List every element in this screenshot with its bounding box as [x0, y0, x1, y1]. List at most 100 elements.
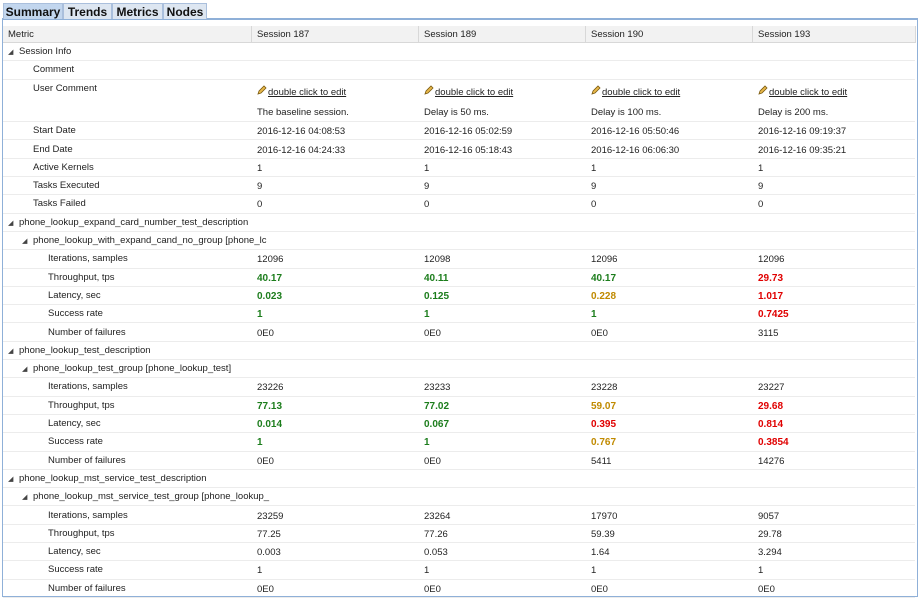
- cell-value: 23228: [591, 382, 618, 394]
- cell-value: 1: [424, 162, 430, 174]
- group-title: Session Info: [19, 46, 72, 57]
- pencil-icon: [591, 85, 601, 95]
- row-label: Latency, sec: [48, 546, 101, 558]
- expand-toggle[interactable]: ◢: [22, 366, 28, 374]
- table-row: [3, 287, 915, 306]
- expand-toggle[interactable]: ◢: [8, 219, 14, 227]
- table-row: [3, 159, 915, 178]
- table-row: [3, 195, 915, 214]
- row-label: Latency, sec: [48, 289, 101, 301]
- table-row: [3, 397, 915, 415]
- table-row: [3, 141, 915, 159]
- cell-value: 23259: [257, 510, 284, 522]
- cell-value: 0E0: [591, 327, 608, 339]
- table-row: [3, 580, 915, 598]
- expand-toggle[interactable]: ◢: [8, 49, 14, 56]
- column-header: Session 193: [753, 26, 916, 43]
- cell-value: 29.68: [758, 400, 784, 412]
- cell-value: 1: [424, 437, 430, 449]
- cell-value: The baseline session.: [257, 106, 349, 118]
- table-row: [3, 415, 915, 434]
- column-header: Metric: [3, 26, 252, 43]
- cell-value: 1: [257, 437, 263, 449]
- cell-value: 1: [424, 565, 430, 577]
- cell-value: 0E0: [758, 583, 775, 595]
- row-label: Throughput, tps: [48, 399, 115, 411]
- cell-value: 0.395: [591, 419, 617, 430]
- tab[interactable]: Summary: [3, 3, 63, 19]
- row-label: Comment: [33, 64, 75, 76]
- cell-value: 0E0: [257, 455, 274, 467]
- cell-value: 2016-12-16 05:50:46: [591, 126, 680, 138]
- row-label: Latency, sec: [48, 418, 101, 429]
- row-label: Number of failures: [48, 454, 126, 466]
- cell-value: 9: [257, 181, 263, 193]
- table-row: [3, 378, 915, 397]
- cell-value: 40.17: [257, 272, 283, 284]
- cell-value: 12098: [424, 254, 451, 266]
- table-row: [3, 452, 915, 470]
- cell-value: 23264: [424, 510, 451, 522]
- cell-value: 12096: [758, 254, 785, 266]
- cell-value: 1.017: [758, 290, 784, 302]
- cell-value: 12096: [591, 254, 618, 266]
- table-row: [3, 342, 915, 361]
- cell-value: 40.17: [591, 272, 617, 284]
- edit-link[interactable]: double click to edit: [602, 86, 681, 98]
- cell-value: 1: [758, 162, 764, 174]
- row-label: Iterations, samples: [48, 381, 128, 393]
- cell-value: 9: [758, 181, 764, 193]
- table-row: [3, 232, 915, 251]
- cell-value: 1: [424, 309, 430, 321]
- expand-toggle[interactable]: ◢: [22, 238, 28, 245]
- pencil-icon: [758, 85, 768, 95]
- expand-toggle[interactable]: ◢: [8, 475, 14, 483]
- tab[interactable]: Nodes: [163, 3, 207, 19]
- table-row: [3, 488, 915, 507]
- table-row: [3, 214, 915, 232]
- cell-value: 2016-12-16 04:08:53: [257, 126, 346, 138]
- row-label: Tasks Executed: [33, 180, 100, 192]
- group-title: phone_lookup_with_expand_cand_no_group […: [33, 235, 267, 246]
- edit-link[interactable]: double click to edit: [769, 86, 848, 98]
- cell-value: 3.294: [758, 547, 782, 559]
- cell-value: 1: [591, 565, 597, 577]
- table-row: [3, 561, 915, 580]
- column-header: Session 189: [419, 26, 586, 43]
- cell-value: 2016-12-16 09:19:37: [758, 126, 847, 138]
- cell-value: 77.02: [424, 400, 450, 412]
- cell-value: 14276: [758, 455, 785, 467]
- cell-value: 1: [591, 162, 597, 174]
- cell-value: 77.26: [424, 528, 448, 540]
- edit-link[interactable]: double click to edit: [435, 86, 514, 98]
- cell-value: 2016-12-16 09:35:21: [758, 144, 847, 156]
- table-row: [3, 543, 915, 562]
- cell-value: 1: [257, 162, 263, 174]
- row-label: Success rate: [48, 308, 103, 320]
- table-row: [3, 269, 915, 287]
- column-header: Session 190: [586, 26, 753, 43]
- table-row: [3, 360, 915, 379]
- expand-toggle[interactable]: ◢: [8, 347, 14, 355]
- tab[interactable]: Trends: [63, 3, 112, 19]
- group-title: phone_lookup_test_group [phone_lookup_te…: [33, 363, 232, 375]
- cell-value: 3115: [758, 327, 779, 339]
- row-label: Start Date: [33, 125, 76, 137]
- cell-value: 77.25: [257, 528, 281, 540]
- tab[interactable]: Metrics: [112, 3, 163, 19]
- table-frame: [2, 20, 918, 597]
- cell-value: 0.228: [591, 290, 617, 302]
- row-label: Number of failures: [48, 326, 126, 338]
- group-title: phone_lookup_expand_card_number_test_des…: [19, 216, 249, 228]
- group-title: phone_lookup_mst_service_test_descriptio…: [19, 472, 207, 484]
- row-label: Throughput, tps: [48, 527, 115, 539]
- cell-value: 1: [257, 565, 263, 577]
- edit-link[interactable]: double click to edit: [268, 86, 347, 98]
- cell-value: 29.78: [758, 528, 782, 540]
- table-row: [3, 507, 915, 525]
- cell-value: 9: [424, 181, 430, 193]
- table-row: [3, 61, 915, 80]
- cell-value: 2016-12-16 05:02:59: [424, 126, 513, 138]
- group-title: phone_lookup_test_description: [19, 344, 151, 356]
- expand-toggle[interactable]: ◢: [22, 494, 28, 502]
